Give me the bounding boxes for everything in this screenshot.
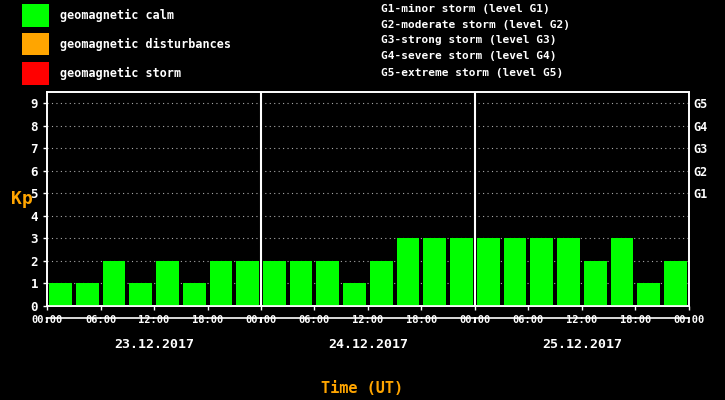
Text: 25.12.2017: 25.12.2017	[542, 338, 622, 351]
Bar	[129, 284, 152, 306]
Bar	[504, 238, 526, 306]
Bar	[76, 284, 99, 306]
Bar	[423, 238, 446, 306]
Y-axis label: Kp: Kp	[12, 190, 33, 208]
Bar	[22, 4, 49, 27]
Bar	[531, 238, 553, 306]
Bar	[664, 261, 687, 306]
Bar	[317, 261, 339, 306]
Text: G1-minor storm (level G1): G1-minor storm (level G1)	[381, 4, 550, 14]
Text: 23.12.2017: 23.12.2017	[114, 338, 194, 351]
Bar	[263, 261, 286, 306]
Text: G4-severe storm (level G4): G4-severe storm (level G4)	[381, 51, 556, 61]
Text: 24.12.2017: 24.12.2017	[328, 338, 408, 351]
Text: geomagnetic calm: geomagnetic calm	[60, 9, 174, 22]
Bar	[210, 261, 232, 306]
Text: Time (UT): Time (UT)	[321, 381, 404, 396]
Bar	[343, 284, 366, 306]
Bar	[477, 238, 500, 306]
Bar	[156, 261, 179, 306]
Bar	[450, 238, 473, 306]
Bar	[370, 261, 393, 306]
Bar	[49, 284, 72, 306]
Text: geomagnetic storm: geomagnetic storm	[60, 67, 181, 80]
Bar	[584, 261, 607, 306]
Bar	[236, 261, 259, 306]
Text: G2-moderate storm (level G2): G2-moderate storm (level G2)	[381, 20, 570, 30]
Bar	[637, 284, 660, 306]
Bar	[610, 238, 633, 306]
Bar	[397, 238, 419, 306]
Bar	[22, 62, 49, 85]
Bar	[183, 284, 205, 306]
Text: G5-extreme storm (level G5): G5-extreme storm (level G5)	[381, 68, 563, 78]
Bar	[290, 261, 312, 306]
Bar	[22, 32, 49, 56]
Text: G3-strong storm (level G3): G3-strong storm (level G3)	[381, 36, 556, 46]
Bar	[557, 238, 580, 306]
Bar	[103, 261, 125, 306]
Text: geomagnetic disturbances: geomagnetic disturbances	[60, 38, 231, 50]
